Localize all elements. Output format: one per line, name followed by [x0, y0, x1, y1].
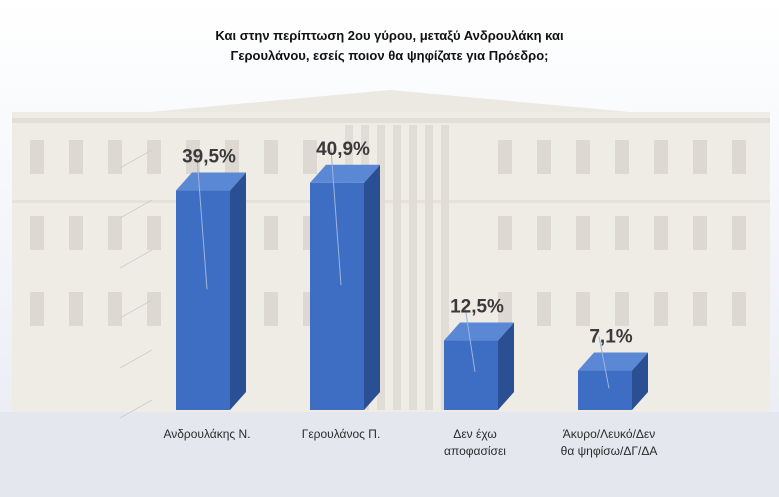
- bar-side: [632, 352, 648, 410]
- bar-top: [444, 322, 514, 341]
- category-label-line: Γερουλάνος Π.: [301, 427, 381, 441]
- category-label: Ανδρουλάκης Ν.: [137, 426, 277, 443]
- label-leader-line: [598, 336, 610, 389]
- category-label: Άκυρο/Λευκό/Δεν θα ψηφίσω/ΔΓ/ΔΑ: [539, 426, 679, 460]
- data-label: 7,1%: [589, 327, 632, 348]
- data-label: 39,5%: [182, 147, 236, 168]
- label-leader-line: [196, 156, 208, 290]
- chart-title: Και στην περίπτωση 2ου γύρου, μεταξύ Ανδ…: [0, 26, 779, 66]
- bar-top: [310, 164, 380, 183]
- gridline: [119, 399, 153, 419]
- bar-top: [176, 172, 246, 191]
- bar-top: [578, 352, 648, 371]
- gridline: [119, 149, 153, 169]
- chart-title-line-1: Και στην περίπτωση 2ου γύρου, μεταξύ Ανδ…: [215, 28, 564, 43]
- gridline: [119, 249, 153, 269]
- category-label-line: Δεν έχω: [453, 427, 497, 441]
- bar-front: [176, 190, 230, 410]
- gridline: [119, 349, 153, 369]
- gridline: [119, 199, 153, 219]
- data-label: 12,5%: [450, 297, 504, 318]
- category-label-line: Ανδρουλάκης Ν.: [163, 427, 251, 441]
- chart-title-line-2: Γερουλάνου, εσείς ποιον θα ψηφίζατε για …: [230, 48, 549, 63]
- bar: [310, 148, 380, 410]
- bar-front: [310, 182, 364, 410]
- label-leader-line: [330, 148, 342, 286]
- data-label: 40,9%: [316, 139, 370, 160]
- category-label-line: αποφασίσει: [444, 444, 506, 458]
- bar: [578, 336, 648, 410]
- bar-front: [444, 340, 498, 410]
- gridlines: [119, 149, 153, 419]
- bar-front: [578, 370, 632, 410]
- bar: [176, 156, 246, 410]
- bar-side: [498, 322, 514, 410]
- category-label-line: θα ψηφίσω/ΔΓ/ΔΑ: [560, 444, 658, 458]
- bar-side: [230, 172, 246, 410]
- category-label: Γερουλάνος Π.: [271, 426, 411, 443]
- bar: [444, 306, 514, 410]
- label-leader-line: [464, 306, 476, 372]
- category-label-line: Άκυρο/Λευκό/Δεν: [562, 427, 656, 441]
- gridline: [119, 299, 153, 319]
- category-label: Δεν έχω αποφασίσει: [405, 426, 545, 460]
- bar-side: [364, 164, 380, 410]
